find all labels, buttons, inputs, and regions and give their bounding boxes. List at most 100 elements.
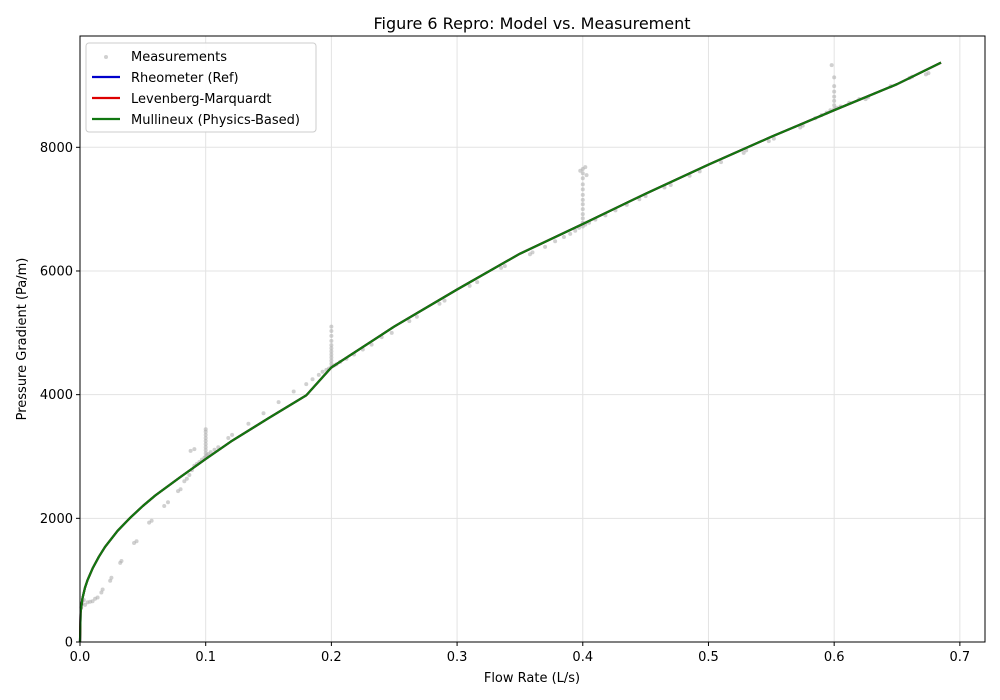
series-line-mullineux-physics-based (78, 61, 942, 643)
measurement-point (310, 377, 315, 382)
model-lines (78, 61, 942, 643)
measurement-point (530, 250, 535, 255)
measurement-point (291, 389, 296, 394)
measurement-point (467, 283, 472, 288)
measurement-point (203, 448, 208, 453)
measurement-point (543, 244, 548, 249)
measurement-point (192, 447, 197, 452)
measurement-point (149, 518, 154, 523)
measurement-point (829, 63, 834, 68)
measurement-point (832, 94, 837, 99)
measurement-point (83, 602, 88, 607)
measurement-point (99, 590, 104, 595)
legend-marker-measurements (104, 55, 108, 59)
x-tick-label: 0.5 (698, 650, 719, 665)
measurement-point (95, 595, 100, 600)
measurement-point (212, 447, 217, 452)
measurement-point (165, 500, 170, 505)
measurement-point (261, 411, 266, 416)
measurement-point (584, 173, 589, 178)
measurement-point (719, 160, 724, 165)
measurement-point (568, 231, 573, 236)
measurement-point (134, 539, 139, 544)
measurement-point (832, 103, 837, 108)
measurement-point (320, 369, 325, 374)
y-axis-ticks: 0 2000 4000 6000 8000 (40, 141, 80, 651)
x-tick-label: 0.1 (195, 650, 216, 665)
plot-frame (79, 35, 986, 643)
measurement-point (580, 192, 585, 197)
x-tick-label: 0.0 (70, 650, 91, 665)
measurement-point (208, 450, 213, 455)
measurement-point (276, 400, 281, 405)
measurement-point (832, 89, 837, 94)
measurement-point (329, 333, 334, 338)
measurement-point (573, 228, 578, 233)
chart-title: Figure 6 Repro: Model vs. Measurement (373, 14, 690, 33)
measurement-point (329, 328, 334, 333)
measurement-point (187, 473, 192, 478)
y-tick-label: 4000 (40, 388, 73, 403)
measurement-point (203, 439, 208, 444)
measurement-point (580, 207, 585, 212)
measurement-point (100, 587, 105, 592)
measurement-point (926, 71, 931, 76)
measurement-point (437, 301, 442, 306)
measurement-point (832, 98, 837, 103)
measurement-point (188, 448, 193, 453)
measurement-point (178, 487, 183, 492)
legend: Measurements Rheometer (Ref) Levenberg-M… (85, 42, 317, 133)
x-tick-label: 0.4 (572, 650, 593, 665)
measurement-point (90, 599, 95, 604)
measurement-point (203, 432, 208, 437)
measurement-point (216, 445, 221, 450)
measurement-point (316, 372, 321, 377)
measurement-point (226, 435, 231, 440)
measurement-point (203, 435, 208, 440)
y-tick-label: 8000 (40, 141, 73, 156)
measurement-point (414, 314, 419, 319)
measurement-point (580, 197, 585, 202)
measurement-point (162, 503, 167, 508)
legend-label-levenberg-marquardt: Levenberg-Marquardt (131, 92, 271, 107)
measurement-point (389, 330, 394, 335)
measurement-point (203, 445, 208, 450)
measurement-point (369, 342, 374, 347)
y-tick-label: 0 (65, 636, 73, 651)
x-axis-ticks: 0.0 0.1 0.2 0.3 0.4 0.5 0.6 0.7 (70, 642, 971, 665)
y-tick-label: 2000 (40, 512, 73, 527)
y-tick-label: 6000 (40, 264, 73, 279)
legend-label-rheometer: Rheometer (Ref) (131, 71, 239, 86)
measurement-point (329, 349, 334, 354)
x-axis-label: Flow Rate (L/s) (484, 671, 580, 686)
measurement-point (407, 319, 412, 324)
measurement-point (329, 338, 334, 343)
measurement-point (580, 187, 585, 192)
measurement-point (553, 239, 558, 244)
measurement-point (832, 84, 837, 89)
measurement-point (184, 476, 189, 481)
measurement-point (741, 150, 746, 155)
measurement-point (230, 432, 235, 437)
measurement-point (108, 578, 113, 583)
measurement-point (580, 176, 585, 181)
measurement-point (668, 183, 673, 188)
measurement-point (203, 442, 208, 447)
grid (79, 36, 985, 643)
x-tick-label: 0.2 (321, 650, 342, 665)
measurement-point (832, 75, 837, 80)
measurement-point (580, 212, 585, 217)
measurement-point (499, 265, 504, 270)
measurement-point (109, 575, 114, 580)
x-tick-label: 0.3 (447, 650, 468, 665)
measurement-point (475, 280, 480, 285)
legend-box (85, 42, 317, 133)
measurement-point (580, 182, 585, 187)
measurement-point (578, 168, 583, 173)
measurement-point (329, 346, 334, 351)
measurement-point (119, 558, 124, 563)
measurement-point (580, 202, 585, 207)
x-tick-label: 0.7 (950, 650, 971, 665)
measurement-point (580, 216, 585, 221)
measurement-point (203, 427, 208, 432)
